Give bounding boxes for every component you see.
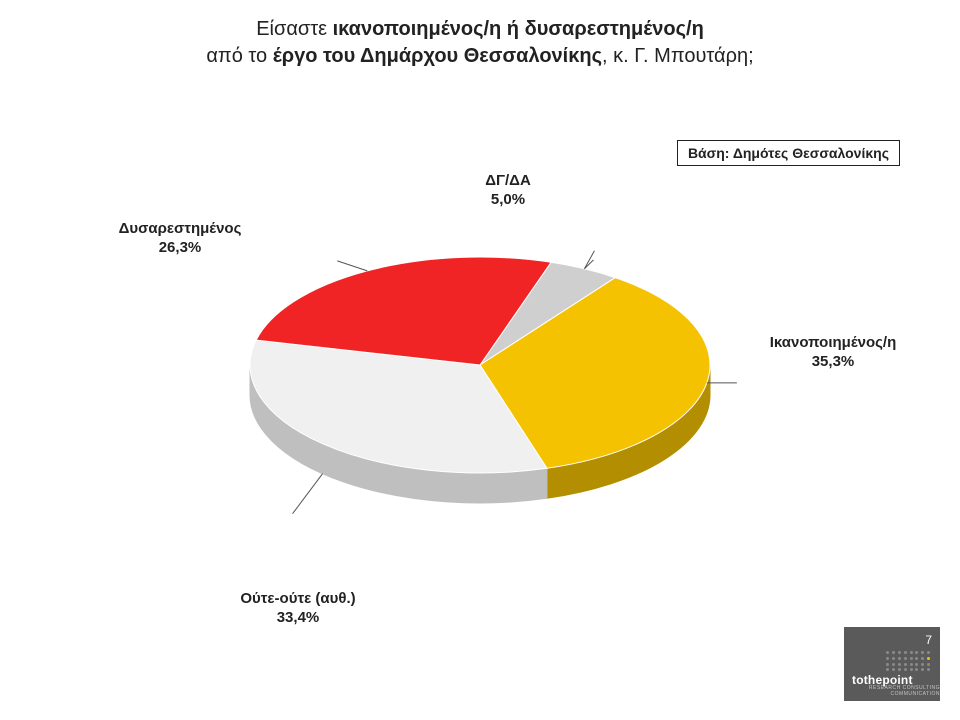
logo-dots	[886, 651, 932, 673]
page-number: 7	[925, 633, 932, 647]
title-line1-prefix: Είσαστε	[256, 18, 332, 40]
base-box: Βάση: Δημότες Θεσσαλονίκης	[677, 140, 900, 166]
logo-box: 7 tothepoint RESEARCH CONSULTING COMMUNI…	[844, 627, 940, 701]
label-ikano: Ικανοποιημένος/η 35,3%	[748, 334, 918, 372]
label-dysar-pct: 26,3%	[100, 239, 260, 258]
label-ikano-name: Ικανοποιημένος/η	[770, 334, 896, 351]
label-dgda: ΔΓ/ΔΑ 5,0%	[468, 172, 548, 210]
footer-logo: 7 tothepoint RESEARCH CONSULTING COMMUNI…	[844, 627, 940, 706]
logo-tagline: RESEARCH CONSULTING COMMUNICATION	[852, 685, 940, 697]
page-title: Είσαστε ικανοποιημένος/η ή δυσαρεστημένο…	[0, 16, 960, 70]
title-line2-bold: έργο του Δημάρχου Θεσσαλονίκης	[273, 45, 602, 67]
label-ikano-pct: 35,3%	[748, 353, 918, 372]
title-line2-prefix: από το	[206, 45, 272, 67]
label-oute-name: Ούτε-ούτε (αυθ.)	[240, 590, 355, 607]
label-oute: Ούτε-ούτε (αυθ.) 33,4%	[218, 590, 378, 628]
title-line2-suffix: , κ. Γ. Μπουτάρη;	[602, 45, 754, 67]
label-dysar-name: Δυσαρεστημένος	[119, 220, 242, 237]
label-dgda-name: ΔΓ/ΔΑ	[485, 172, 531, 189]
label-dysar: Δυσαρεστημένος 26,3%	[100, 220, 260, 258]
label-oute-pct: 33,4%	[218, 609, 378, 628]
label-dgda-pct: 5,0%	[468, 191, 548, 210]
pie-chart	[230, 195, 730, 575]
title-line1-bold: ικανοποιημένος/η ή δυσαρεστημένος/η	[333, 18, 704, 40]
